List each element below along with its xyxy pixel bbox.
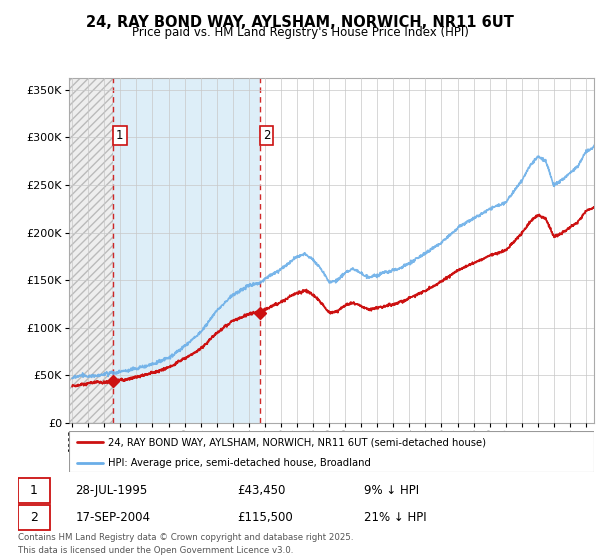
Bar [18,478,50,503]
Text: 2: 2 [263,129,271,142]
Text: 9% ↓ HPI: 9% ↓ HPI [364,484,419,497]
Text: 1: 1 [30,484,38,497]
Text: 1: 1 [116,129,124,142]
Text: £115,500: £115,500 [237,511,293,524]
Text: Price paid vs. HM Land Registry's House Price Index (HPI): Price paid vs. HM Land Registry's House … [131,26,469,39]
Text: 24, RAY BOND WAY, AYLSHAM, NORWICH, NR11 6UT: 24, RAY BOND WAY, AYLSHAM, NORWICH, NR11… [86,15,514,30]
Text: 17-SEP-2004: 17-SEP-2004 [76,511,151,524]
Bar [113,78,260,423]
Bar [18,505,50,530]
Text: Contains HM Land Registry data © Crown copyright and database right 2025.
This d: Contains HM Land Registry data © Crown c… [18,533,353,554]
Text: 24, RAY BOND WAY, AYLSHAM, NORWICH, NR11 6UT (semi-detached house): 24, RAY BOND WAY, AYLSHAM, NORWICH, NR11… [109,437,487,447]
Text: £43,450: £43,450 [237,484,285,497]
Text: 2: 2 [30,511,38,524]
Text: HPI: Average price, semi-detached house, Broadland: HPI: Average price, semi-detached house,… [109,458,371,468]
Text: 21% ↓ HPI: 21% ↓ HPI [364,511,426,524]
Text: 28-JUL-1995: 28-JUL-1995 [76,484,148,497]
Bar [69,78,113,423]
